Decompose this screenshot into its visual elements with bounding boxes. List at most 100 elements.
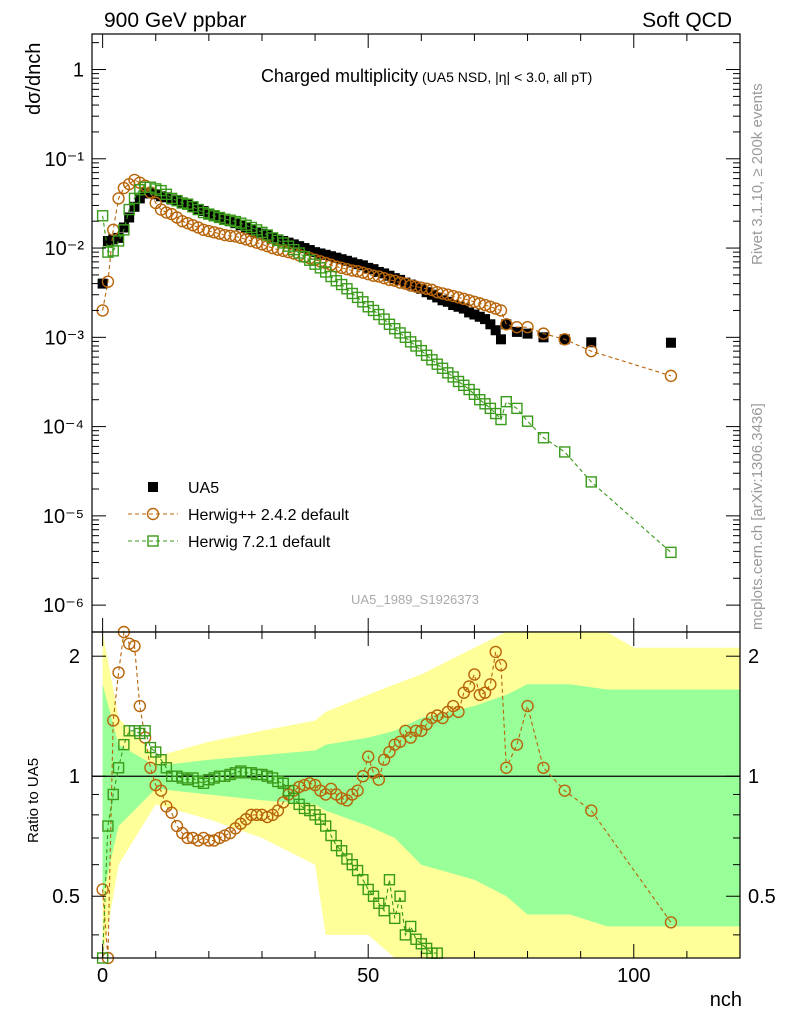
herwig-2-4-2-default-ua5-point: [154, 784, 168, 797]
herwig-7-2-1-default-point: [112, 235, 125, 247]
herwig-2-4-2-default-point: [181, 216, 194, 230]
ratio-y-axis-label: Ratio to UA5: [25, 758, 42, 843]
herwig-2-4-2-default-point: [484, 300, 497, 313]
legend: UA5 Herwig++ 2.4.2 default Herwig 7.2.1 de…: [128, 480, 350, 551]
header-left: 900 GeV ppbar: [104, 9, 246, 32]
herwig-2-4-2-default-line: [102, 179, 672, 377]
main-data-layer: [96, 173, 678, 559]
main-axes: 10⁻⁶ 10⁻⁵ 10⁻⁴ 10⁻³ 10⁻² 10⁻¹ 1: [43, 34, 741, 632]
herwig-2-4-2-default-ua5-point: [361, 750, 375, 763]
herwig-2-4-2-default-ua5-point: [335, 792, 348, 805]
ua5-point: [320, 249, 331, 260]
herwig-7-2-1-default-point: [585, 476, 597, 488]
ua5-point: [442, 296, 453, 307]
herwig-7-2-1-default-point: [500, 396, 512, 408]
herwig-2-4-2-default-ua5-point: [664, 916, 678, 929]
ua5-point: [102, 235, 113, 246]
main-y-tick-label: 10⁻²: [45, 238, 85, 260]
ua5-point: [458, 303, 469, 314]
legend-label: Herwig 7.2.1 default: [188, 534, 331, 551]
ua5-point: [665, 337, 676, 348]
ratio-band-inner: [102, 684, 741, 927]
herwig-7-2-1-default-ua5-point: [102, 820, 114, 832]
herwig-2-4-2-default-point: [521, 320, 534, 334]
ratio-y-tick-label: 2: [69, 646, 80, 668]
herwig-7-2-1-default-ua5-point: [107, 788, 119, 801]
main-y-tick-label: 10⁻⁶: [43, 595, 84, 617]
herwig-7-2-1-default-point: [123, 203, 135, 216]
ua5-point: [113, 232, 124, 243]
herwig-7-2-1-default-ua5-point: [378, 904, 390, 917]
herwig-2-4-2-default-ua5-point: [484, 678, 497, 691]
ratio-y-tick-label: 0.5: [52, 886, 80, 908]
herwig-2-4-2-default-ua5-point: [489, 645, 502, 659]
herwig-2-4-2-default-ua5-point: [372, 773, 386, 786]
ua5-point: [368, 264, 379, 275]
ua5-point: [437, 295, 448, 306]
herwig-2-4-2-default-point: [176, 214, 189, 228]
herwig-2-4-2-default-ua5-point: [468, 668, 481, 681]
ua5-point: [501, 319, 512, 330]
herwig-7-2-1-default-ua5-point: [404, 920, 417, 933]
legend-label: Herwig++ 2.4.2 default: [188, 507, 350, 524]
ratio-y-tick-label: 1: [69, 766, 80, 788]
main-y-tick-label: 10⁻⁴: [43, 417, 84, 439]
herwig-7-2-1-default-ua5-point: [112, 762, 125, 774]
herwig-2-4-2-default-point: [478, 298, 492, 312]
herwig-2-4-2-default-ua5-point: [112, 666, 125, 679]
herwig-2-4-2-default-ua5-point: [96, 883, 109, 896]
main-y-tick-label: 10⁻⁵: [43, 506, 84, 528]
herwig-7-2-1-default-ua5-point: [139, 725, 151, 737]
herwig-2-4-2-default-point: [112, 192, 125, 205]
herwig-2-4-2-default-ua5-point: [494, 658, 508, 672]
ua5-point: [357, 260, 368, 271]
ua5-point: [315, 248, 326, 259]
herwig-2-4-2-default-point: [585, 344, 598, 358]
herwig-7-2-1-default-point: [96, 210, 109, 222]
herwig-2-4-2-default-ua5-point: [409, 724, 423, 737]
main-y-tick-label: 10⁻¹: [45, 149, 85, 171]
header-right: Soft QCD: [642, 9, 732, 32]
herwig-2-4-2-default-ua5-point: [133, 699, 147, 713]
x-tick-label: 50: [357, 965, 379, 987]
ua5-point: [347, 257, 358, 268]
herwig-7-2-1-default-point: [559, 446, 571, 458]
ua5-point: [341, 255, 352, 266]
herwig-2-4-2-default-ua5-point: [521, 699, 534, 713]
chart-subtitle: (UA5 NSD, |η| < 3.0, all pT): [422, 69, 592, 85]
main-y-axis-label: dσ/dnch: [23, 43, 45, 115]
x-tick-label: 100: [617, 965, 650, 987]
herwig-2-4-2-default-ua5-point: [537, 761, 550, 774]
ua5-point: [453, 301, 464, 312]
herwig-7-2-1-default-ua5-point: [389, 912, 401, 925]
ua5-point: [464, 307, 475, 318]
herwig-2-4-2-default-ua5-point: [462, 680, 476, 693]
ua5-point: [304, 245, 315, 256]
ua5-point: [336, 254, 347, 265]
ua5-point: [124, 212, 135, 223]
herwig-7-2-1-default-point: [511, 402, 523, 415]
ua5-point: [522, 328, 533, 339]
herwig-2-4-2-default-ua5-point: [303, 777, 316, 790]
herwig-2-4-2-default-point: [160, 206, 173, 219]
herwig-7-2-1-default-ua5-point: [383, 874, 396, 886]
x-axis-label: nch: [710, 989, 742, 1011]
herwig-7-2-1-default-ua5-line: [102, 730, 438, 959]
herwig-2-4-2-default-ua5-point: [585, 804, 598, 817]
herwig-2-4-2-default-ua5-point: [170, 819, 184, 833]
legend-marker: [147, 535, 159, 547]
ua5-point: [538, 332, 549, 343]
main-y-tick-label: 1: [73, 60, 84, 82]
ua5-point: [373, 266, 384, 277]
ua5-point: [118, 222, 129, 233]
ua5-point: [363, 262, 374, 273]
herwig-2-4-2-default-ua5-point: [510, 738, 524, 751]
herwig-2-4-2-default-ua5-point: [261, 810, 274, 824]
ratio-y-tick-label-right: 2: [748, 646, 759, 668]
ua5-point: [586, 337, 597, 348]
ua5-point: [352, 259, 363, 270]
herwig-2-4-2-default-point: [489, 302, 502, 315]
herwig-7-2-1-default-point: [521, 415, 534, 427]
herwig-2-4-2-default-ua5-point: [107, 714, 120, 727]
